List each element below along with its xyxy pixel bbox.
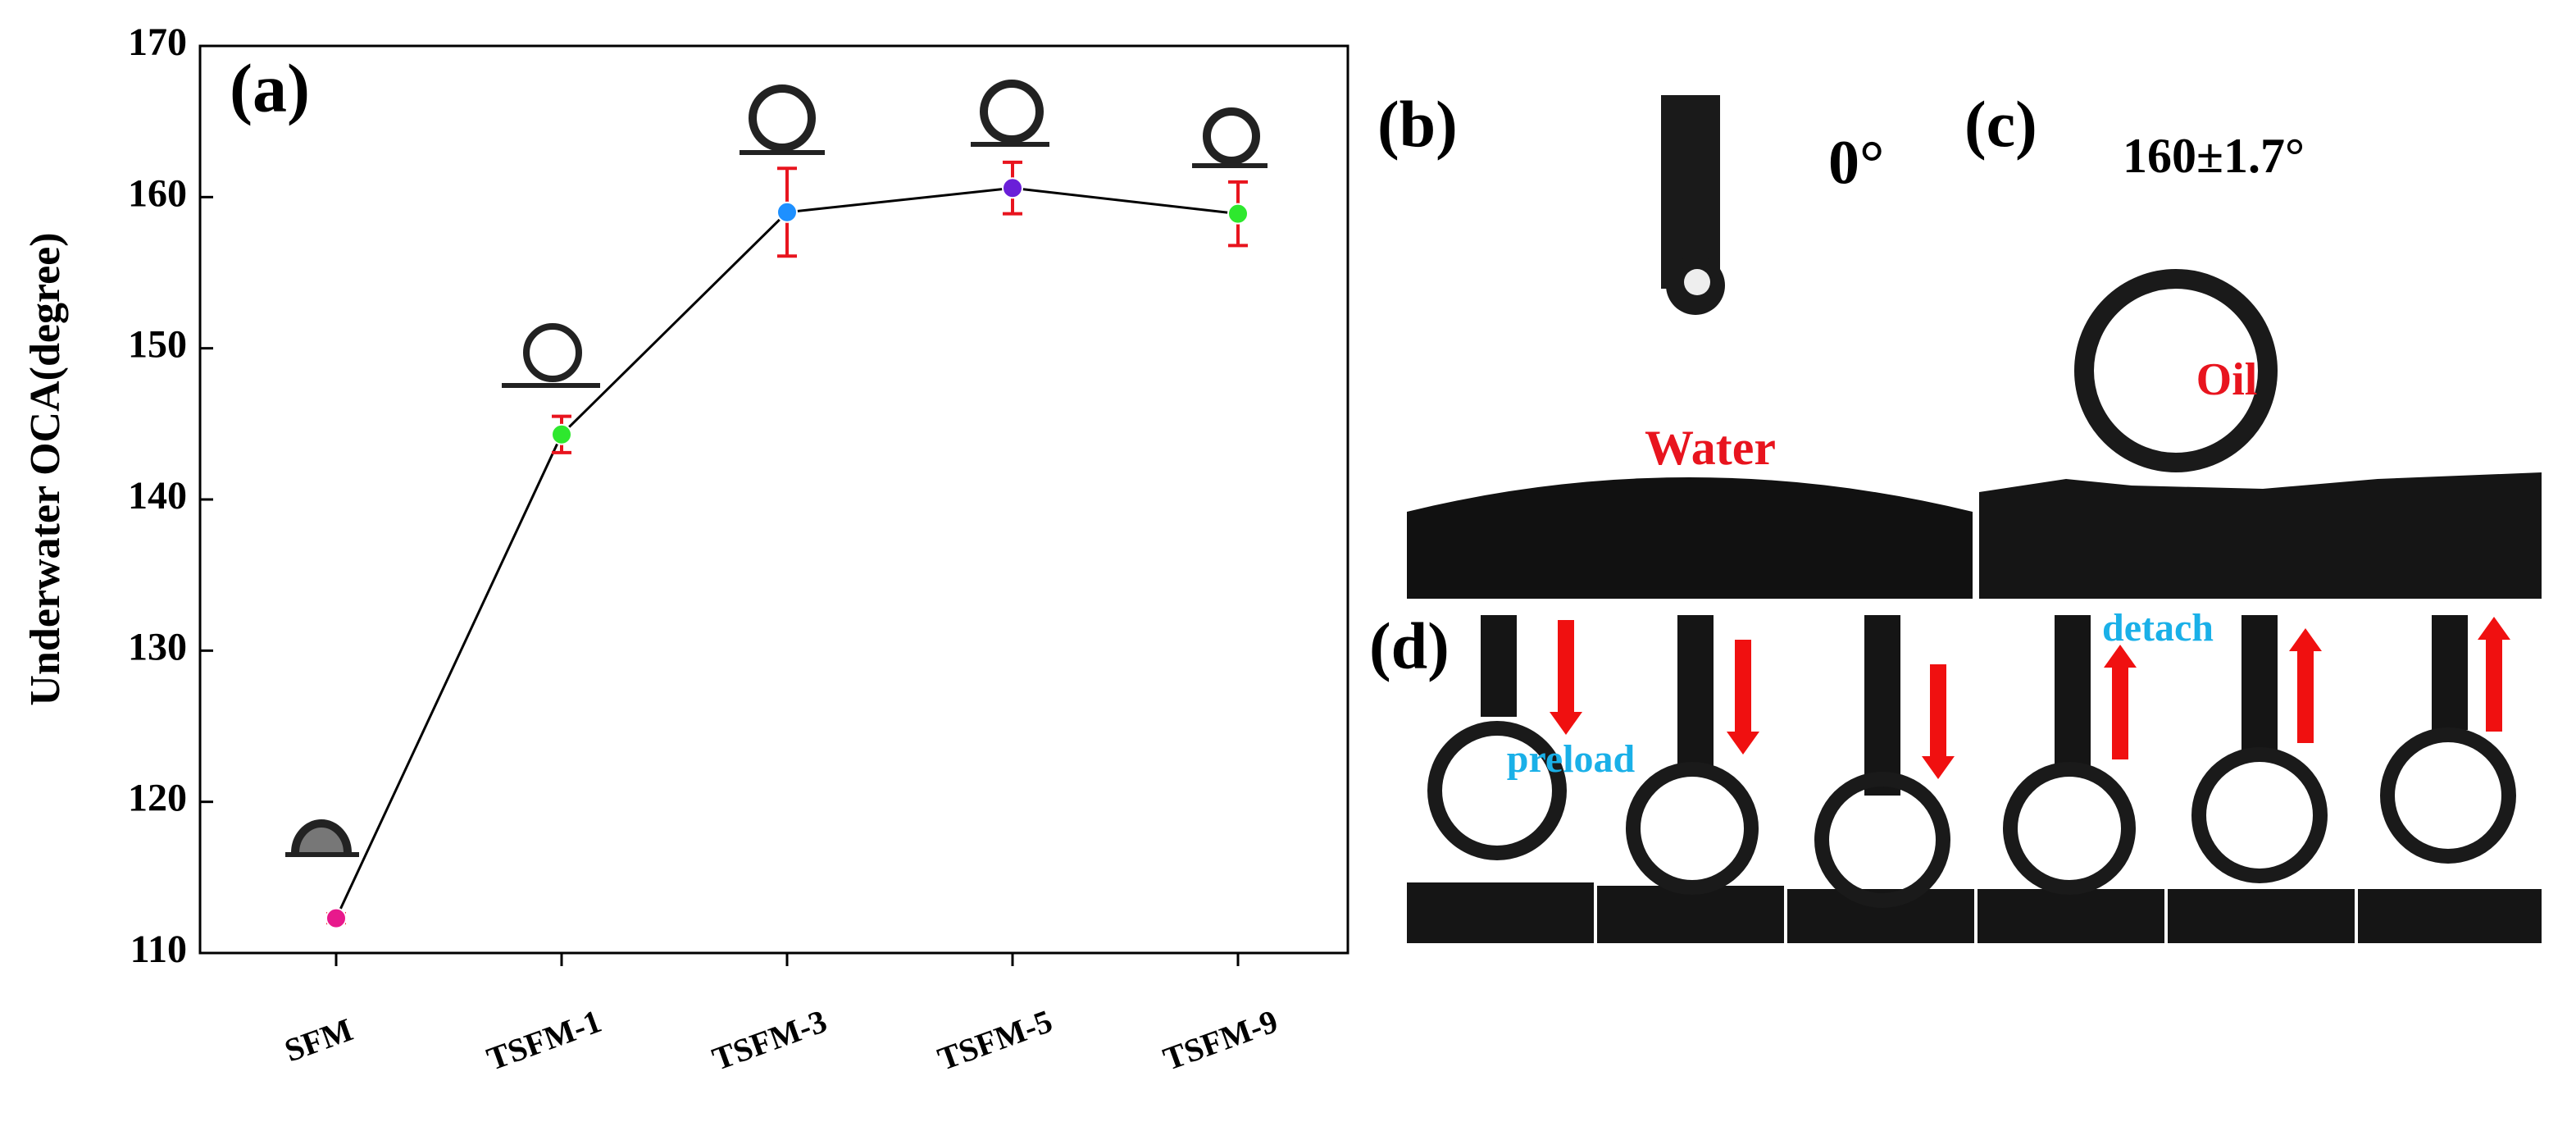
x-tick-label: TSFM-9 xyxy=(1158,1002,1282,1078)
panel-label: (b) xyxy=(1377,89,1458,161)
y-axis-title: Underwater OCA(degree) xyxy=(22,232,69,705)
y-tick-label: 150 xyxy=(128,323,187,367)
contact-angle: 160±1.7° xyxy=(2123,129,2305,183)
photo-b xyxy=(1407,90,1973,599)
y-tick-label: 110 xyxy=(130,928,187,971)
liquid-label: Oil xyxy=(2196,354,2258,405)
y-tick-label: 130 xyxy=(128,625,187,668)
y-tick-label: 160 xyxy=(128,171,187,215)
data-line xyxy=(335,186,1239,919)
x-tick-label: TSFM-1 xyxy=(482,1002,606,1078)
step-label: detach xyxy=(2102,606,2214,650)
panel-label: (c) xyxy=(1964,89,2037,161)
x-tick-label: TSFM-5 xyxy=(933,1002,1057,1078)
contact-angle: 0° xyxy=(1828,128,1884,197)
liquid-label: Water xyxy=(1645,421,1776,475)
x-tick-label: TSFM-3 xyxy=(708,1002,831,1078)
plot-frame xyxy=(198,44,1349,955)
panel-label: (d) xyxy=(1369,610,1450,682)
data-point xyxy=(325,907,347,929)
droplet-icons xyxy=(285,80,1268,857)
photo-c xyxy=(1979,90,2542,599)
data-point xyxy=(776,201,798,223)
photo-d xyxy=(1407,615,2542,943)
y-tick-label: 120 xyxy=(128,777,187,820)
data-point xyxy=(1002,177,1023,199)
y-tick-label: 170 xyxy=(128,21,187,64)
y-tick-label: 140 xyxy=(128,474,187,518)
data-point xyxy=(551,423,572,445)
panel-label: (a) xyxy=(230,50,310,126)
data-point xyxy=(1227,203,1249,225)
step-label: preload xyxy=(1507,737,1636,781)
x-tick-label: SFM xyxy=(280,1010,357,1069)
